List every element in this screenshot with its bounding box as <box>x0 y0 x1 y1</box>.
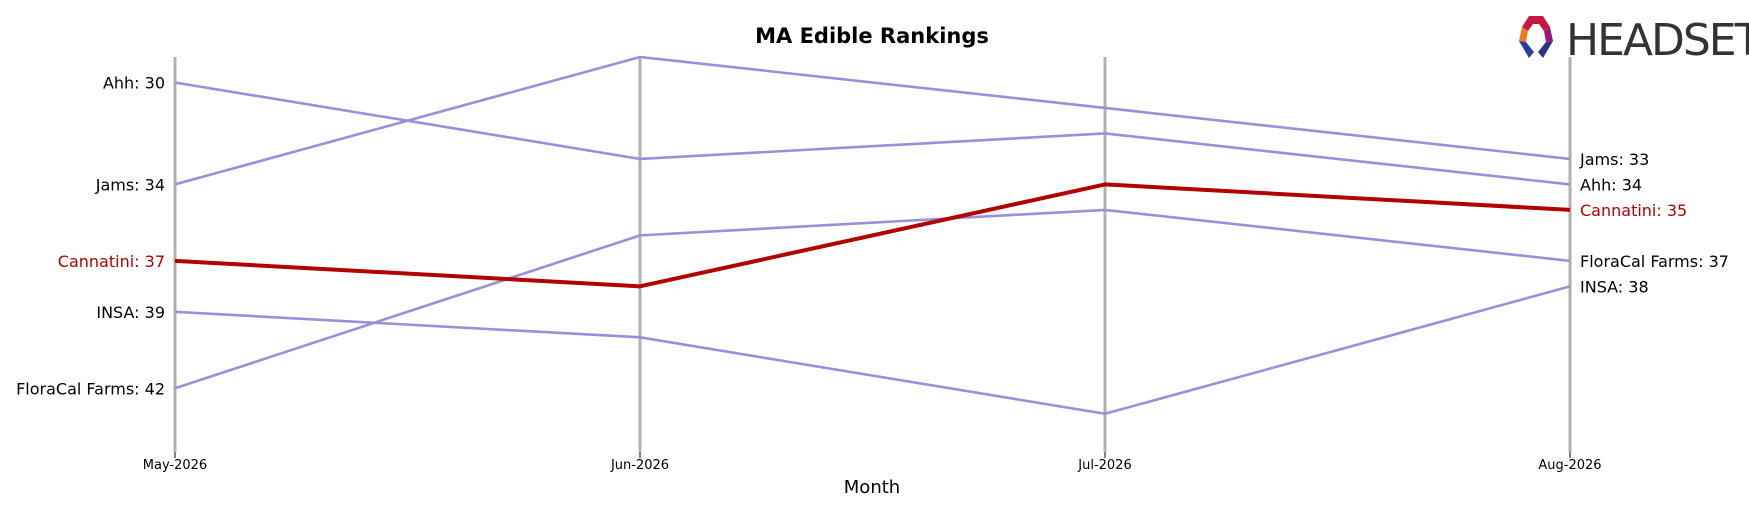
series-lines <box>174 55 1571 416</box>
end-label-cannatini: Cannatini: 35 <box>1580 201 1687 220</box>
headset-logo: HEADSET <box>1519 15 1749 66</box>
x-tick-label: Jun-2026 <box>610 458 669 473</box>
end-label-ahh: Ahh: 34 <box>1580 175 1642 194</box>
x-tick-label: May-2026 <box>143 458 207 473</box>
end-label-jams: Jams: 33 <box>1579 150 1649 169</box>
headset-logo-text: HEADSET <box>1566 15 1749 66</box>
start-label-jams: Jams: 34 <box>95 175 165 194</box>
end-labels: Ahh: 34 Jams: 33 Cannatini: 35 INSA: 38 Flor… <box>1579 150 1729 296</box>
start-label-floracal-farms: FloraCal Farms: 42 <box>16 379 165 398</box>
x-axis-label: Month <box>844 477 900 498</box>
series-line-cannatini <box>174 182 1571 289</box>
series-line-insa <box>174 285 1571 416</box>
series-line-jams <box>174 55 1571 186</box>
chart-title: MA Edible Rankings <box>755 24 989 48</box>
end-label-insa: INSA: 38 <box>1580 277 1649 296</box>
series-line-ahh <box>174 81 1571 186</box>
headset-logo-icon <box>1519 16 1553 58</box>
start-label-cannatini: Cannatini: 37 <box>58 252 165 271</box>
start-label-ahh: Ahh: 30 <box>103 73 165 92</box>
start-labels: Ahh: 30 Jams: 34 Cannatini: 37 INSA: 39 Flor… <box>16 73 165 398</box>
start-label-insa: INSA: 39 <box>96 303 165 322</box>
x-tick-label: Jul-2026 <box>1077 458 1131 473</box>
series-line-floracal-farms <box>174 208 1571 390</box>
x-axis-ticks: May-2026 Jun-2026 Jul-2026 Aug-2026 <box>143 452 1602 473</box>
month-gridlines <box>173 57 1572 452</box>
end-label-floracal-farms: FloraCal Farms: 37 <box>1580 252 1729 271</box>
x-tick-label: Aug-2026 <box>1538 458 1601 473</box>
